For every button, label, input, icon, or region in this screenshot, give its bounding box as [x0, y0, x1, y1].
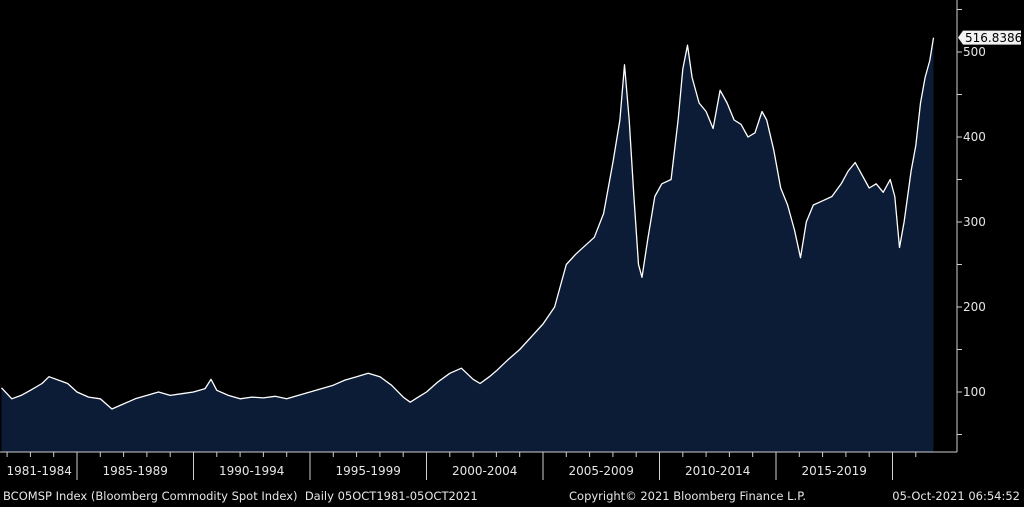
footer-index-label: BCOMSP Index (Bloomberg Commodity Spot I…: [3, 489, 478, 503]
x-tick-label: 1981-1984: [7, 464, 72, 478]
y-tick-label: 400: [963, 130, 986, 144]
series-line: [1, 37, 935, 410]
last-value-label: 516.8386: [965, 31, 1022, 45]
x-tick-label: 2000-2004: [452, 464, 517, 478]
x-tick-label: 1990-1994: [219, 464, 284, 478]
y-tick-label: 300: [963, 215, 986, 229]
x-tick-label: 2005-2009: [569, 464, 634, 478]
y-tick-label: 500: [963, 45, 986, 59]
x-tick-label: 2010-2014: [685, 464, 750, 478]
x-tick-label: 1995-1999: [336, 464, 401, 478]
footer-timestamp: 05-Oct-2021 06:54:52: [892, 489, 1020, 503]
footer-copyright: Copyright© 2021 Bloomberg Finance L.P.: [569, 489, 806, 503]
last-value-badge: [958, 30, 1021, 45]
series-area: [1, 37, 934, 452]
y-tick-label: 200: [963, 300, 986, 314]
x-tick-label: 2015-2019: [802, 464, 867, 478]
y-tick-label: 100: [963, 385, 986, 399]
x-tick-label: 1985-1989: [103, 464, 168, 478]
